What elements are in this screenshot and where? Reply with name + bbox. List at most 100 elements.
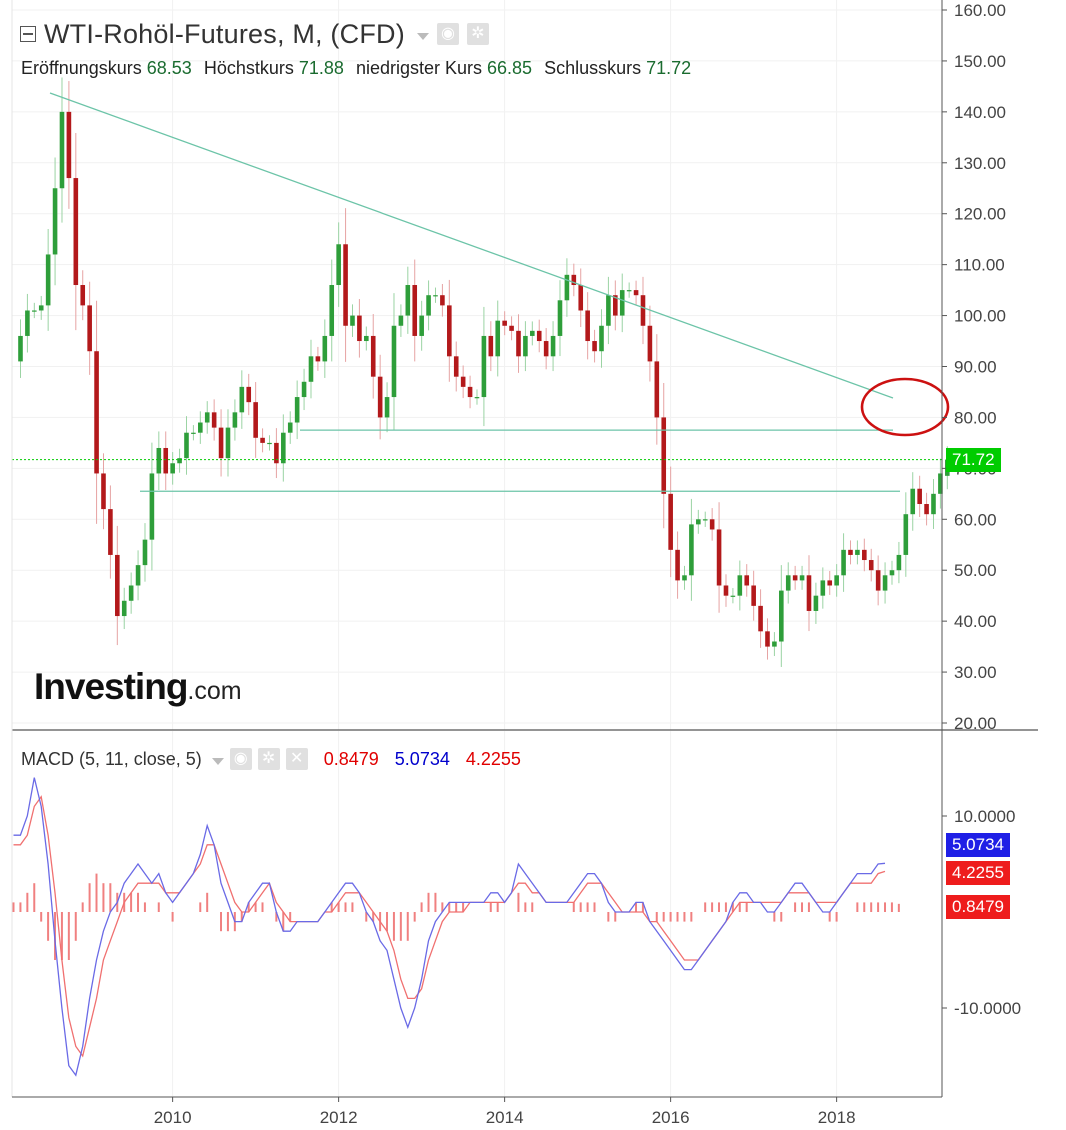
annotation-circle [860,377,950,437]
macd-panel [12,777,900,1077]
candle-down [253,402,258,438]
candle-down [101,473,106,510]
candle-down [163,447,169,474]
candle-down [115,554,120,617]
macd-line-value: 5.0734 [394,748,450,769]
candle-down [613,295,618,316]
candle-up [779,590,784,642]
price-panel [12,77,950,667]
candle-up [149,473,155,540]
y-tick-label: 100.00 [954,307,1006,326]
grid-lines [12,0,942,1097]
gear-icon[interactable]: ✲ [466,23,489,45]
candle-up [301,381,307,398]
ohlc-legend: Eröffnungskurs 68.53 Höchstkurs 71.88 ni… [21,58,698,79]
eye-icon[interactable]: ◉ [229,748,252,770]
y-tick-label: 30.00 [954,663,997,682]
close-icon[interactable]: ✕ [285,748,308,770]
y-tick-label: 80.00 [954,408,997,427]
chart-title-bar: WTI-Rohöl-Futures, M, (CFD) ◉ ✲ [20,14,489,54]
close-label: Schlusskurs [544,58,642,78]
candle-up [834,575,839,586]
candle-down [917,488,922,505]
candle-up [350,315,355,326]
candle-down [806,575,812,611]
candle-up [689,524,694,576]
macd-line [13,777,886,1077]
candle-up [530,330,535,336]
x-tick-label: 2012 [320,1108,358,1127]
candle-down [502,320,507,326]
candle-down [260,437,265,443]
chevron-down-icon[interactable] [416,32,429,40]
candle-down [875,570,881,591]
collapse-icon[interactable] [20,26,36,42]
candle-down [467,386,473,398]
candle-up [391,325,397,398]
candle-up [730,595,736,597]
axes: 160.00 150.00 140.00 130.00 120.00 110.00 100.… [11,0,1038,1127]
y-tick-label: 130.00 [954,154,1006,173]
candle-down [924,504,929,515]
candle-up [135,565,141,586]
candle-up [785,575,791,591]
candle-up [419,315,424,336]
y-tick-label: 40.00 [954,612,997,631]
candle-up [191,432,196,434]
candle-up [938,473,943,494]
candle-down [765,631,770,647]
candle-down [343,244,348,326]
candle-down [744,575,750,586]
candle-up [405,285,411,316]
candle-up [599,325,604,352]
macd-signal-line [13,795,886,1058]
candle-down [94,351,99,474]
chevron-down-icon[interactable] [211,757,224,765]
y-tick-label: 20.00 [954,714,997,733]
macd-histogram-badge: 0.8479 [946,895,1010,919]
candle-up [772,641,777,647]
logo-text: Investing [34,666,188,707]
candle-down [654,361,660,418]
candle-up [820,580,826,596]
open-value: 68.53 [146,58,192,78]
candle-up [156,447,162,474]
candle-down [447,305,452,357]
candle-down [460,376,466,387]
candle-down [440,295,445,306]
y-tick-label: 120.00 [954,205,1006,224]
candle-down [80,285,86,306]
candle-down [516,330,521,357]
candle-down [827,580,833,586]
candle-up [495,320,501,357]
close-value: 71.72 [646,58,692,78]
y-tick-label: 160.00 [954,1,1006,20]
candle-up [25,310,30,336]
gear-icon[interactable]: ✲ [257,748,280,770]
candle-down [848,549,853,555]
candle-up [204,412,210,423]
candle-up [474,397,480,399]
candle-down [758,605,763,632]
open-label: Eröffnungskurs [21,58,142,78]
candle-up [239,386,245,413]
candle-up [702,519,708,521]
candle-up [384,397,390,418]
candle-up [682,575,687,581]
candle-down [792,575,798,581]
candle-up [433,295,438,297]
candle-up [896,554,902,571]
candle-up [557,300,563,336]
candle-down [751,585,756,606]
candle-up [523,335,528,357]
candle-up [59,111,65,189]
candle-up [903,514,909,555]
eye-icon[interactable]: ◉ [436,23,459,45]
candle-down [211,412,217,428]
candle-down [108,509,113,555]
trend-line [49,92,894,399]
candle-up [177,458,182,464]
investing-logo: Investing.com [34,666,242,708]
candle-down [578,285,584,311]
candle-up [184,432,189,459]
